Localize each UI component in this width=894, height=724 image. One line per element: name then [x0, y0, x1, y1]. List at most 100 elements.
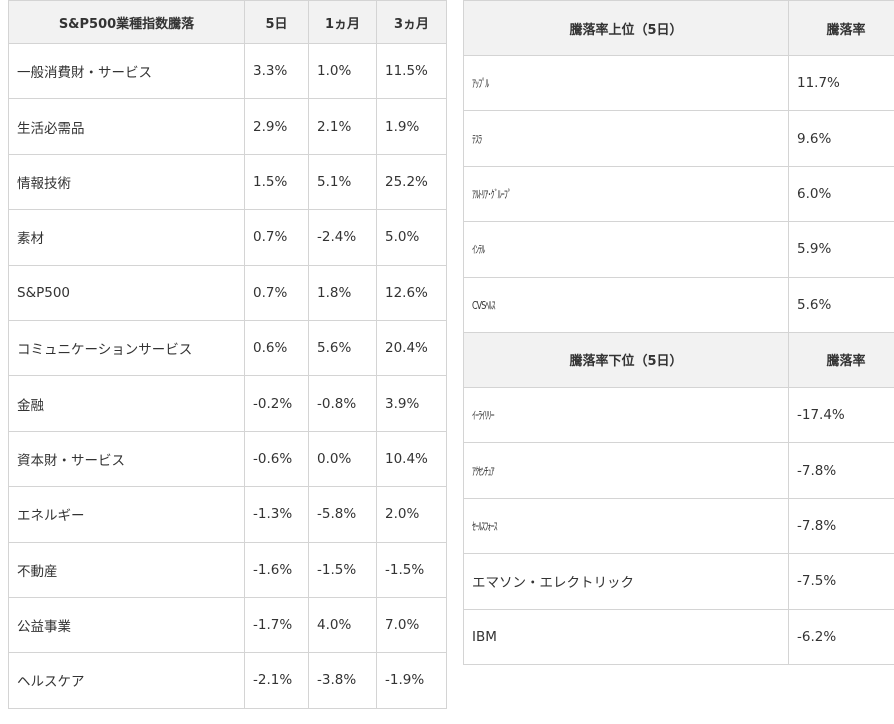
table-row: ﾃｽﾗ 9.6%	[463, 110, 894, 167]
sector-5d: -1.6%	[244, 541, 309, 598]
sector-1m: 1.8%	[308, 264, 377, 321]
table-row: ｱﾙﾄﾘｱ･ｸﾞﾙｰﾌﾟ 6.0%	[463, 165, 894, 223]
sector-5d: 1.5%	[244, 153, 309, 211]
sector-3m: -1.5%	[376, 541, 447, 598]
sector-name: コミュニケーションサービス	[8, 319, 245, 377]
sector-5d: -1.3%	[244, 486, 309, 543]
sector-1m: -1.5%	[308, 541, 377, 598]
stock-rate: -17.4%	[788, 386, 894, 444]
sector-3m: 12.6%	[376, 264, 447, 321]
stock-rate: -7.8%	[788, 442, 894, 499]
sector-1m: 4.0%	[308, 596, 377, 654]
sector-1m: 1.0%	[308, 42, 377, 100]
losers-header-title: 騰落率下位（5日）	[463, 331, 789, 388]
sector-5d: -0.2%	[244, 375, 309, 432]
sector-3m: 2.0%	[376, 486, 447, 543]
stock-rate: -7.5%	[788, 553, 894, 610]
sector-5d: -0.6%	[244, 430, 309, 488]
sector-3m: 20.4%	[376, 319, 447, 377]
sector-1m: -2.4%	[308, 209, 377, 266]
table-row: 公益事業 -1.7% 4.0% 7.0%	[8, 596, 447, 654]
sector-3m: -1.9%	[376, 652, 447, 709]
sector-5d: -2.1%	[244, 652, 309, 709]
sector-3m: 3.9%	[376, 375, 447, 432]
sector-5d: 3.3%	[244, 42, 309, 100]
sector-header-5d: 5日	[244, 0, 309, 44]
stock-name: ｱｸｾﾝﾁｭｱ	[463, 442, 789, 499]
table-row: IBM -6.2%	[463, 608, 894, 665]
table-row: エマソン・エレクトリック -7.5%	[463, 553, 894, 610]
table-row: 生活必需品 2.9% 2.1% 1.9%	[8, 98, 447, 155]
table-row: 一般消費財・サービス 3.3% 1.0% 11.5%	[8, 42, 447, 100]
sector-5d: 0.7%	[244, 264, 309, 321]
sector-3m: 10.4%	[376, 430, 447, 488]
sector-name: 資本財・サービス	[8, 430, 245, 488]
table-row: コミュニケーションサービス 0.6% 5.6% 20.4%	[8, 319, 447, 377]
table-row: ｱｯﾌﾟﾙ 11.7%	[463, 54, 894, 112]
stock-name: エマソン・エレクトリック	[463, 553, 789, 610]
stock-rate: 6.0%	[788, 165, 894, 223]
stock-rate: 5.9%	[788, 221, 894, 278]
stock-name: ｱﾙﾄﾘｱ･ｸﾞﾙｰﾌﾟ	[463, 165, 789, 223]
sector-3m: 25.2%	[376, 153, 447, 211]
stock-name: ｾｰﾙｽﾌｫｰｽ	[463, 497, 789, 555]
sector-1m: 5.6%	[308, 319, 377, 377]
stock-name: CVSﾍﾙｽ	[463, 276, 789, 333]
sector-name: 不動産	[8, 541, 245, 598]
stock-name: ﾃｽﾗ	[463, 110, 789, 167]
stock-rate: 11.7%	[788, 54, 894, 112]
table-row: CVSﾍﾙｽ 5.6%	[463, 276, 894, 333]
stock-name: ｲﾝﾃﾙ	[463, 221, 789, 278]
sector-5d: 0.6%	[244, 319, 309, 377]
table-row: S&P500 0.7% 1.8% 12.6%	[8, 264, 447, 321]
sector-header-name: S&P500業種指数騰落	[8, 0, 245, 44]
table-row: ｲﾝﾃﾙ 5.9%	[463, 221, 894, 278]
stock-name: ｱｯﾌﾟﾙ	[463, 54, 789, 112]
sector-name: S&P500	[8, 264, 245, 321]
sector-name: ヘルスケア	[8, 652, 245, 709]
sector-name: 一般消費財・サービス	[8, 42, 245, 100]
stock-name: ｲｰﾗｲﾘﾘｰ	[463, 386, 789, 444]
sector-5d: 0.7%	[244, 209, 309, 266]
sector-name: 情報技術	[8, 153, 245, 211]
sector-1m: -0.8%	[308, 375, 377, 432]
sector-3m: 11.5%	[376, 42, 447, 100]
table-row: 情報技術 1.5% 5.1% 25.2%	[8, 153, 447, 211]
table-row: 素材 0.7% -2.4% 5.0%	[8, 209, 447, 266]
stock-rate: 5.6%	[788, 276, 894, 333]
table-row: 金融 -0.2% -0.8% 3.9%	[8, 375, 447, 432]
sector-name: 公益事業	[8, 596, 245, 654]
sector-3m: 1.9%	[376, 98, 447, 155]
sector-name: 金融	[8, 375, 245, 432]
sector-1m: 2.1%	[308, 98, 377, 155]
losers-header-row: 騰落率下位（5日） 騰落率	[463, 331, 894, 388]
stock-name: IBM	[463, 608, 789, 665]
sector-header-1m: 1ヵ月	[308, 0, 377, 44]
table-row: ヘルスケア -2.1% -3.8% -1.9%	[8, 652, 447, 709]
sector-name: 生活必需品	[8, 98, 245, 155]
sector-name: 素材	[8, 209, 245, 266]
sector-5d: -1.7%	[244, 596, 309, 654]
gainers-header-title: 騰落率上位（5日）	[463, 0, 789, 56]
sector-5d: 2.9%	[244, 98, 309, 155]
table-row: ｲｰﾗｲﾘﾘｰ -17.4%	[463, 386, 894, 444]
sector-1m: 0.0%	[308, 430, 377, 488]
gainers-header-row: 騰落率上位（5日） 騰落率	[463, 0, 894, 56]
losers-header-rate: 騰落率	[788, 331, 894, 388]
sector-name: エネルギー	[8, 486, 245, 543]
stock-ranking-table: 騰落率上位（5日） 騰落率 ｱｯﾌﾟﾙ 11.7% ﾃｽﾗ 9.6% ｱﾙﾄﾘｱ…	[463, 0, 894, 665]
sector-header-row: S&P500業種指数騰落 5日 1ヵ月 3ヵ月	[8, 0, 447, 44]
sector-3m: 7.0%	[376, 596, 447, 654]
sector-3m: 5.0%	[376, 209, 447, 266]
stock-rate: -6.2%	[788, 608, 894, 665]
table-row: 不動産 -1.6% -1.5% -1.5%	[8, 541, 447, 598]
table-row: 資本財・サービス -0.6% 0.0% 10.4%	[8, 430, 447, 488]
sector-1m: -5.8%	[308, 486, 377, 543]
table-row: ｱｸｾﾝﾁｭｱ -7.8%	[463, 442, 894, 499]
sector-1m: 5.1%	[308, 153, 377, 211]
sector-header-3m: 3ヵ月	[376, 0, 447, 44]
gainers-header-rate: 騰落率	[788, 0, 894, 56]
sector-performance-table: S&P500業種指数騰落 5日 1ヵ月 3ヵ月 一般消費財・サービス 3.3% …	[8, 0, 447, 709]
stock-rate: 9.6%	[788, 110, 894, 167]
sector-1m: -3.8%	[308, 652, 377, 709]
